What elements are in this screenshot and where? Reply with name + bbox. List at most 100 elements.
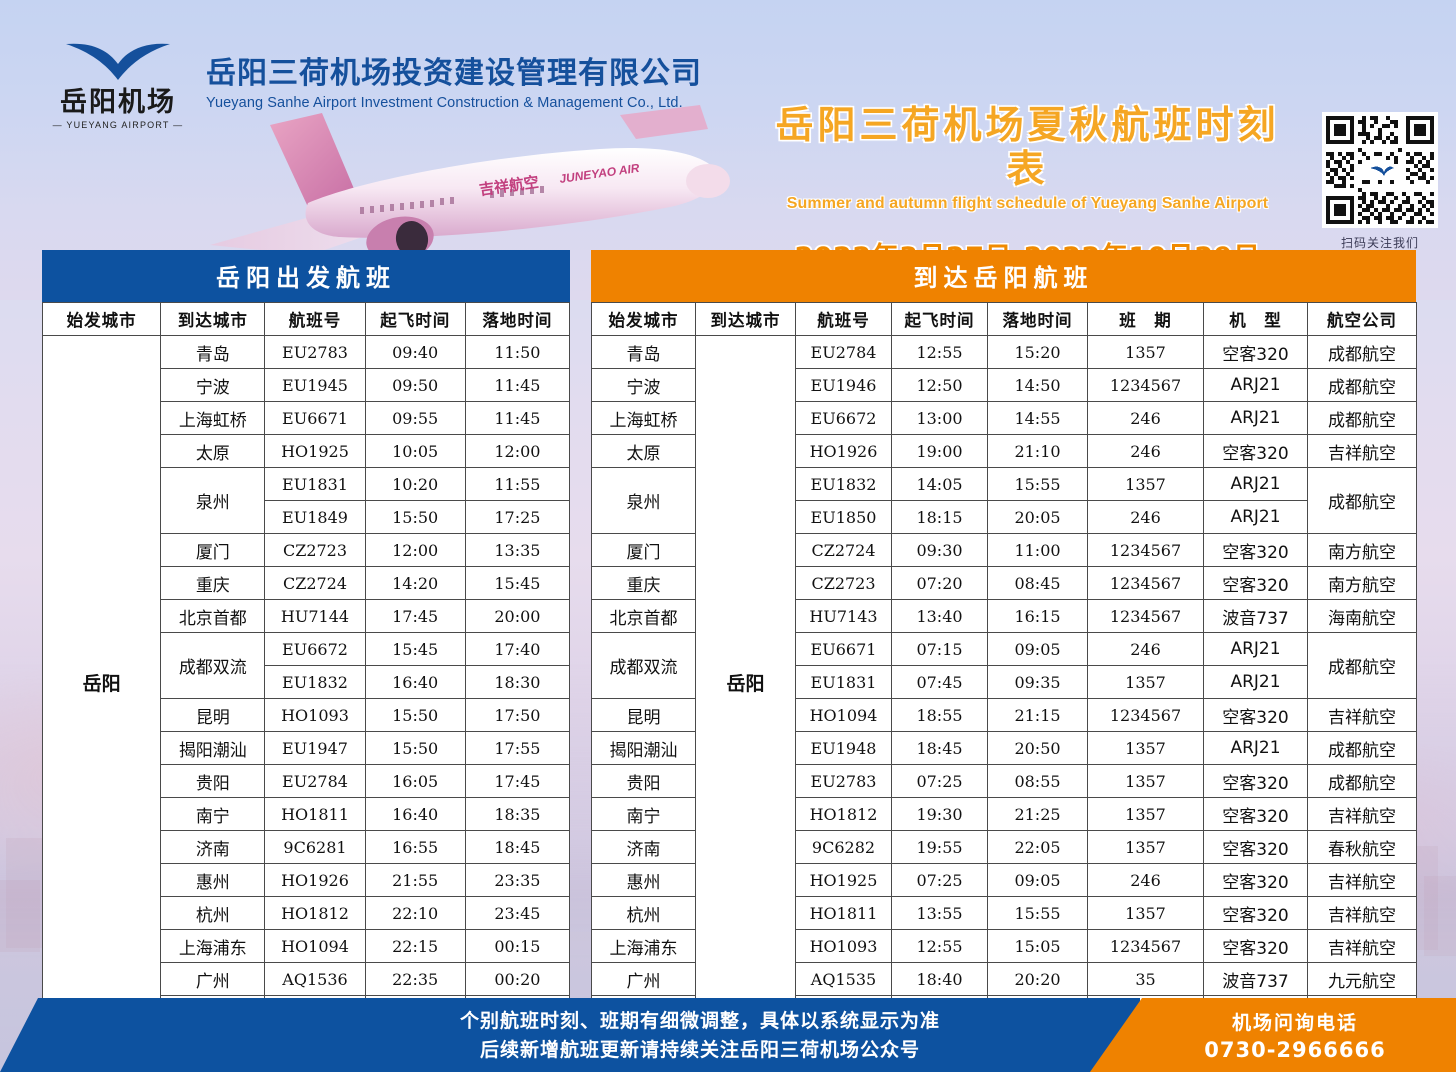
arrival-takeoff-time: 19:00 — [891, 434, 988, 468]
contact-phone-number[interactable]: 0730-2966666 — [1204, 1038, 1386, 1062]
arrival-takeoff-time: 07:25 — [891, 863, 988, 897]
departure-destination-city: 泉州 — [160, 467, 266, 534]
arrival-aircraft-type: 空客320 — [1203, 797, 1308, 831]
table-row: 揭阳潮汕 EU1947 15:50 17:55 — [43, 731, 571, 765]
arrival-origin-city: 上海浦东 — [591, 929, 696, 963]
table-row: 上海浦东 HO1094 22:15 00:15 — [43, 929, 571, 963]
arrival-origin-city: 南宁 — [591, 797, 696, 831]
city-building-right2 — [1424, 876, 1456, 956]
arrival-landing-time: 09:05 — [987, 632, 1088, 666]
arrival-landing-time: 20:50 — [987, 731, 1088, 765]
arrival-airline: 成都航空 — [1307, 731, 1417, 765]
company-name-block: 岳阳三荷机场投资建设管理有限公司 Yueyang Sanhe Airport I… — [206, 56, 702, 111]
departure-landing-time: 18:45 — [464, 830, 571, 864]
footer-notice-line2: 后续新增航班更新请持续关注岳阳三荷机场公众号 — [479, 1038, 920, 1061]
arrival-flight-number: EU6672 — [795, 401, 892, 435]
arrival-landing-time: 09:35 — [987, 665, 1088, 699]
arrival-airline: 吉祥航空 — [1307, 698, 1417, 732]
arrival-operating-days: 1234567 — [1087, 533, 1204, 567]
departure-takeoff-time: 15:50 — [364, 698, 466, 732]
table-row: 北京首都 HU7143 13:40 16:15 1234567 波音737 海南航空 — [591, 599, 1417, 633]
table-row: 南宁 HO1812 19:30 21:25 1357 空客320 吉祥航空 — [591, 797, 1417, 831]
table-row: 广州 AQ1536 22:35 00:20 — [43, 962, 571, 996]
departure-flight-number: HO1812 — [264, 896, 366, 930]
table-row: 上海虹桥 EU6671 09:55 11:45 — [43, 401, 571, 435]
departures-col-2: 航班号 — [264, 302, 366, 336]
table-row: 泉州 EU1832 14:05 15:55 1357 ARJ21 成都航空 — [591, 467, 1417, 534]
arrival-flight-number: EU6671 — [795, 632, 892, 666]
departure-landing-time: 17:25 — [464, 500, 571, 534]
departure-landing-time: 00:20 — [464, 962, 571, 996]
arrival-operating-days: 1234567 — [1087, 566, 1204, 600]
arrival-aircraft-type: 空客320 — [1203, 566, 1308, 600]
table-row: 杭州 HO1812 22:10 23:45 — [43, 896, 571, 930]
table-row: 济南 9C6282 19:55 22:05 1357 空客320 春秋航空 — [591, 830, 1417, 864]
table-row: 宁波 EU1945 09:50 11:45 — [43, 368, 571, 402]
arrival-origin-city: 济南 — [591, 830, 696, 864]
departure-landing-time: 23:35 — [464, 863, 571, 897]
arrival-airline: 吉祥航空 — [1307, 929, 1417, 963]
arrival-flight-number: 9C6282 — [795, 830, 892, 864]
footer-bar: 个别航班时刻、班期有细微调整，具体以系统显示为准 后续新增航班更新请持续关注岳阳… — [0, 998, 1456, 1072]
poster-title-cn: 岳阳三荷机场夏秋航班时刻表 — [775, 103, 1280, 191]
arrival-origin-city: 泉州 — [591, 467, 696, 534]
arrival-flight-number: EU2784 — [795, 335, 892, 369]
footer-orange-panel — [1090, 998, 1456, 1072]
departure-flight-number: EU6672 — [264, 632, 366, 666]
departure-destination-city: 上海虹桥 — [160, 401, 266, 435]
arrival-origin-city: 杭州 — [591, 896, 696, 930]
arrival-operating-days: 1357 — [1087, 896, 1204, 930]
arrivals-col-0: 始发城市 — [591, 302, 696, 336]
airplane-illustration: 吉祥航空 JUNEYAO AIR — [210, 105, 730, 262]
table-row: 太原 HO1925 10:05 12:00 — [43, 434, 571, 468]
departure-takeoff-time: 09:55 — [364, 401, 466, 435]
arrival-takeoff-time: 12:50 — [891, 368, 988, 402]
departure-takeoff-time: 15:45 — [364, 632, 466, 666]
table-row: EU1850 18:15 20:05 246 ARJ21 — [592, 500, 1417, 534]
departures-col-3: 起飞时间 — [364, 302, 466, 336]
arrival-aircraft-type: 空客320 — [1203, 434, 1308, 468]
departure-flight-number: EU1945 — [264, 368, 366, 402]
arrival-flight-number: CZ2724 — [795, 533, 892, 567]
table-row: 厦门 CZ2724 09:30 11:00 1234567 空客320 南方航空 — [591, 533, 1417, 567]
departure-landing-time: 20:00 — [464, 599, 571, 633]
table-row: EU1831 07:45 09:35 1357 ARJ21 — [592, 665, 1417, 699]
departure-flight-number: HO1926 — [264, 863, 366, 897]
arrival-flight-number: EU1946 — [795, 368, 892, 402]
arrival-origin-city: 惠州 — [591, 863, 696, 897]
departure-takeoff-time: 15:50 — [364, 500, 466, 534]
departure-flight-number: 9C6281 — [264, 830, 366, 864]
departure-destination-city: 成都双流 — [160, 632, 266, 699]
footer-notice-line1: 个别航班时刻、班期有细微调整，具体以系统显示为准 — [459, 1010, 940, 1032]
departure-landing-time: 13:35 — [464, 533, 571, 567]
arrival-operating-days: 1357 — [1087, 731, 1204, 765]
arrival-airline: 成都航空 — [1307, 764, 1417, 798]
table-row: 岳阳 青岛 EU2783 09:40 11:50 — [41, 335, 571, 1029]
departure-landing-time: 18:35 — [464, 797, 571, 831]
table-row: 贵阳 EU2783 07:25 08:55 1357 空客320 成都航空 — [591, 764, 1417, 798]
arrival-operating-days: 1357 — [1087, 797, 1204, 831]
arrival-landing-time: 21:25 — [987, 797, 1088, 831]
arrivals-col-2: 航班号 — [795, 302, 892, 336]
arrival-aircraft-type: ARJ21 — [1203, 731, 1308, 765]
departure-destination-city: 太原 — [160, 434, 266, 468]
arrivals-col-1: 到达城市 — [695, 302, 796, 336]
arrival-aircraft-type: ARJ21 — [1203, 632, 1308, 666]
arrival-destination-city: 岳阳 — [695, 335, 796, 1029]
table-row: 惠州 HO1925 07:25 09:05 246 空客320 吉祥航空 — [591, 863, 1417, 897]
departure-destination-city: 北京首都 — [160, 599, 266, 633]
departure-destination-city: 济南 — [160, 830, 266, 864]
arrival-flight-number: HO1925 — [795, 863, 892, 897]
arrival-airline: 吉祥航空 — [1307, 434, 1417, 468]
arrivals-header-row: 始发城市 到达城市 航班号 起飞时间 落地时间班 期机 型航空公司 — [591, 302, 1417, 336]
arrival-flight-number: HU7143 — [795, 599, 892, 633]
arrival-landing-time: 21:15 — [987, 698, 1088, 732]
arrival-takeoff-time: 07:15 — [891, 632, 988, 666]
arrival-takeoff-time: 13:55 — [891, 896, 988, 930]
departure-destination-city: 贵阳 — [160, 764, 266, 798]
qr-code-icon[interactable] — [1322, 112, 1438, 228]
arrival-operating-days: 1234567 — [1087, 599, 1204, 633]
arrival-landing-time: 14:50 — [987, 368, 1088, 402]
departure-flight-number: HO1925 — [264, 434, 366, 468]
departure-takeoff-time: 09:40 — [364, 335, 466, 369]
